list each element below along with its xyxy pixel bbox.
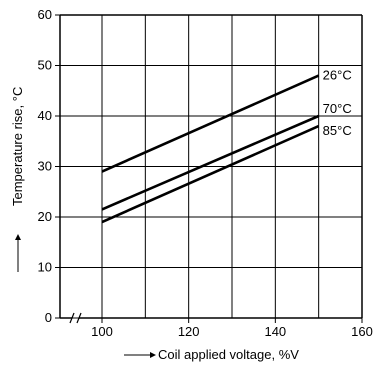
x-axis-title-group: Coil applied voltage, %V (124, 347, 299, 362)
x-axis-arrow-head (150, 352, 156, 358)
x-tick-label: 160 (351, 324, 373, 339)
series-line (101, 74, 320, 173)
series-line (101, 124, 320, 224)
y-tick-label: 10 (38, 260, 52, 275)
axis-break-mark (69, 312, 75, 324)
y-axis-arrow-head (15, 234, 21, 240)
y-axis-label: Temperature rise, °C (10, 87, 25, 206)
y-tick-label: 40 (38, 108, 52, 123)
y-tick-label: 50 (38, 58, 52, 73)
x-tick-label: 100 (91, 324, 113, 339)
x-tick-label: 140 (264, 324, 286, 339)
series-label: 26°C (323, 68, 352, 83)
series-label: 85°C (323, 123, 352, 138)
series-label: 70°C (323, 101, 352, 116)
tick-labels: 0 10 20 30 40 50 60 100 120 140 160 (38, 7, 373, 339)
series-lines (101, 74, 320, 224)
x-axis-label: Coil applied voltage, %V (158, 347, 299, 362)
y-tick-label: 20 (38, 209, 52, 224)
series-line (101, 114, 320, 211)
y-tick-label: 60 (38, 7, 52, 22)
x-tick-label: 120 (178, 324, 200, 339)
y-tick-label: 0 (45, 310, 52, 325)
y-axis-title-group: Temperature rise, °C (10, 87, 25, 272)
grid (60, 14, 363, 319)
series-labels: 26°C 70°C 85°C (323, 68, 352, 139)
axis-break-mark (76, 312, 82, 324)
y-tick-label: 30 (38, 159, 52, 174)
